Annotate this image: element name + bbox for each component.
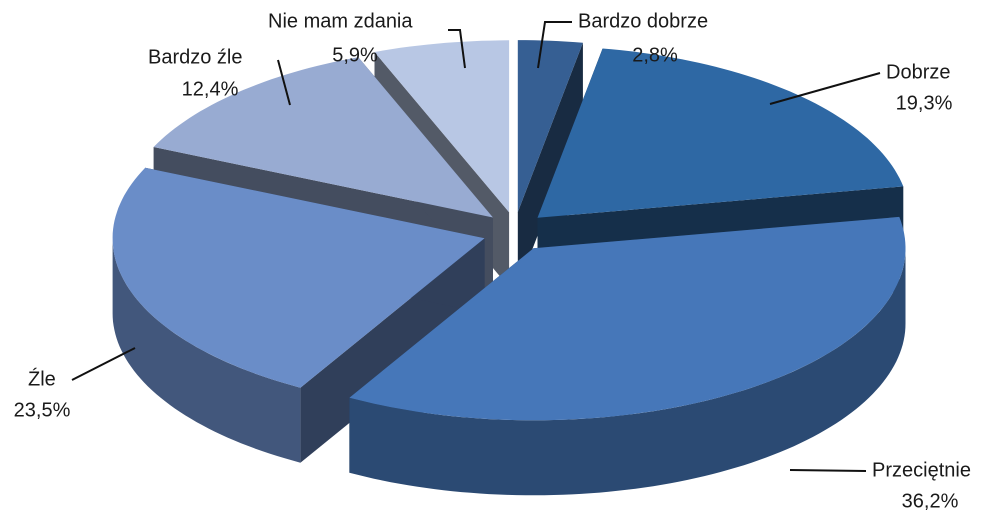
slice [374, 40, 510, 213]
slice [349, 216, 906, 496]
slice-label: Nie mam zdania [268, 10, 413, 32]
value-label: 2,8% [632, 44, 678, 66]
value-label: 5,9% [332, 44, 378, 66]
slice [517, 40, 583, 213]
slice [153, 57, 493, 218]
slice-label: Przeciętnie [872, 459, 971, 481]
leader-line [71, 347, 136, 381]
leader-line [789, 469, 867, 472]
value-label: 36,2% [902, 490, 959, 512]
slice-label: Dobrze [886, 61, 950, 83]
slice-label: Bardzo dobrze [578, 10, 708, 32]
value-label: 19,3% [896, 92, 953, 114]
value-label: 23,5% [14, 399, 71, 421]
slice-label: Źle [28, 367, 56, 390]
slice [112, 167, 485, 463]
leader-line [769, 72, 881, 105]
value-label: 12,4% [182, 78, 239, 100]
slice-label: Bardzo źle [148, 46, 243, 68]
leader-line [537, 21, 572, 69]
slice-wall [517, 42, 583, 288]
slice [537, 48, 904, 218]
leader-line [277, 59, 291, 106]
slice [112, 167, 485, 388]
slice [349, 216, 906, 421]
slice-side [112, 238, 301, 463]
slice-side [349, 248, 906, 496]
slice [517, 40, 583, 288]
leader-line [448, 29, 466, 69]
